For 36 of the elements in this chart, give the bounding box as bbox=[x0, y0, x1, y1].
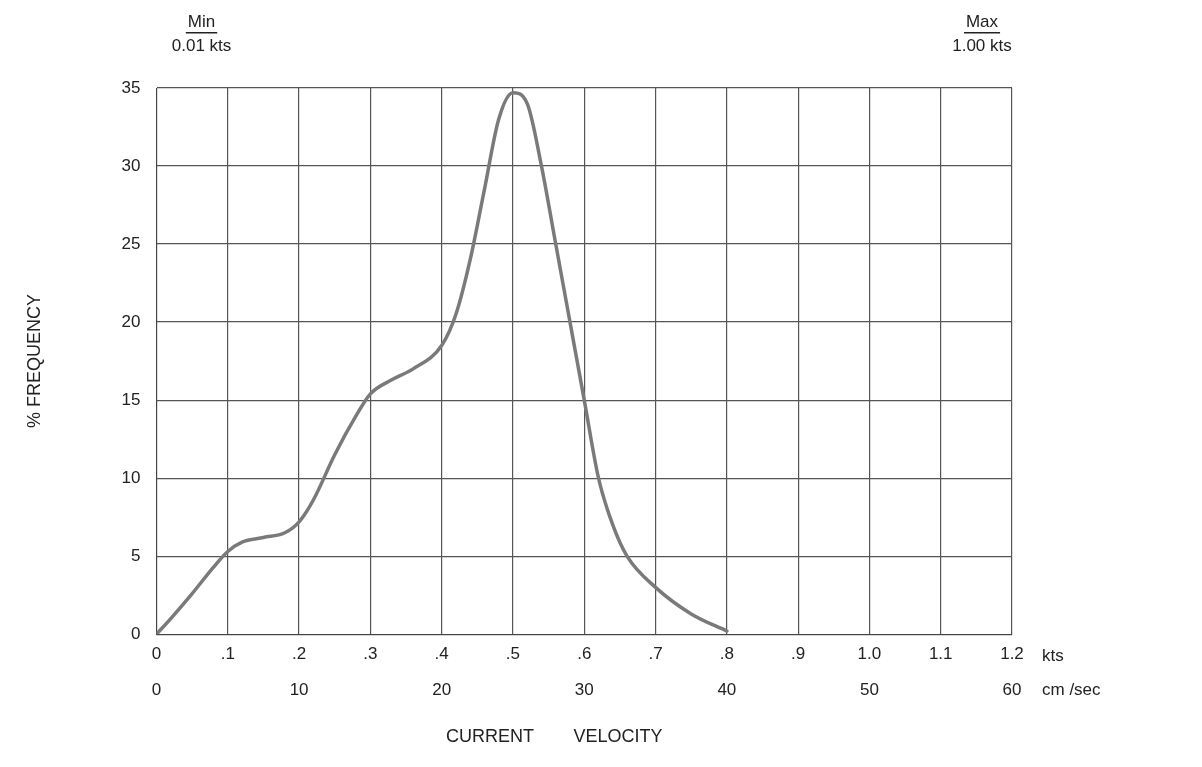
x2-tick-label: 40 bbox=[717, 680, 737, 700]
x-tick-label: .3 bbox=[363, 644, 378, 664]
y-tick-label: 25 bbox=[121, 233, 141, 253]
x-tick-label: .9 bbox=[791, 644, 806, 664]
x-tick-label: 1.0 bbox=[857, 644, 882, 664]
x2-tick-label: 0 bbox=[151, 680, 162, 700]
x-tick-label: .2 bbox=[292, 644, 307, 664]
x-tick-label: .5 bbox=[505, 644, 521, 664]
x-tick-label: 1.2 bbox=[1000, 644, 1024, 664]
y-tick-label: 30 bbox=[121, 155, 141, 175]
y-tick-label: 20 bbox=[121, 311, 141, 331]
y-tick-label: 15 bbox=[121, 389, 141, 409]
x-axis-title: CURRENT VELOCITY bbox=[445, 725, 663, 746]
x2-tick-label: 20 bbox=[432, 680, 452, 700]
x-tick-label: .6 bbox=[577, 644, 592, 664]
text: 1.00 kts bbox=[952, 35, 1012, 55]
y-tick-label: 10 bbox=[121, 467, 141, 487]
text: Max bbox=[965, 11, 999, 31]
x-tick-label: .8 bbox=[719, 644, 734, 664]
x-tick-label: .7 bbox=[648, 644, 663, 664]
x2-tick-label: 50 bbox=[859, 680, 879, 700]
x-tick-label: 0 bbox=[151, 644, 162, 664]
y-axis-title: % FREQUENCY bbox=[23, 294, 44, 429]
x-tick-label: .4 bbox=[434, 644, 449, 664]
x-tick-label: 1.1 bbox=[928, 644, 953, 664]
text: kts bbox=[1042, 645, 1064, 665]
x2-tick-label: 60 bbox=[1002, 680, 1022, 700]
y-tick-label: 5 bbox=[131, 545, 141, 565]
x2-tick-label: 30 bbox=[574, 680, 594, 700]
text: Min bbox=[187, 11, 216, 31]
text: 0.01 kts bbox=[171, 35, 232, 55]
x-tick-label: .1 bbox=[220, 644, 235, 664]
x2-axis-title: cm /sec bbox=[1042, 680, 1102, 700]
y-tick-label: 35 bbox=[121, 77, 141, 97]
x2-tick-label: 10 bbox=[289, 680, 309, 700]
y-tick-label: 0 bbox=[131, 623, 141, 643]
